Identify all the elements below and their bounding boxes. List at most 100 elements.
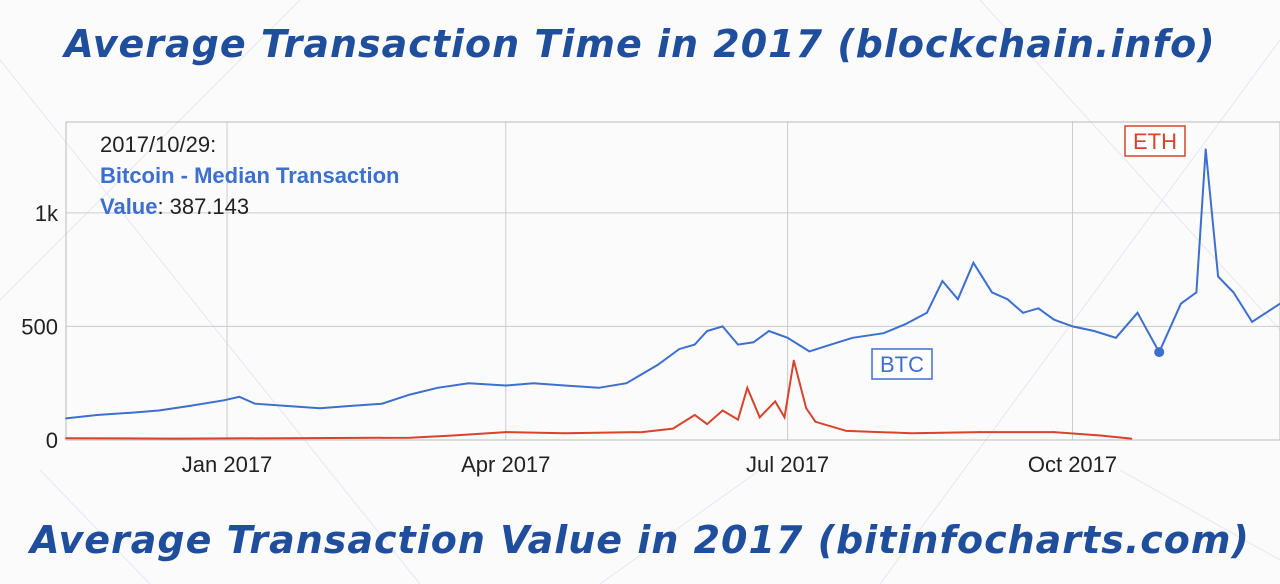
tooltip-date: 2017/10/29: bbox=[100, 132, 216, 157]
data-point-btc bbox=[467, 382, 470, 385]
x-axis: Jan 2017 Apr 2017 Jul 2017 Oct 2017 bbox=[182, 452, 1117, 477]
data-point-btc bbox=[1232, 291, 1235, 294]
data-point-eth bbox=[504, 431, 507, 433]
data-point-eth bbox=[792, 359, 795, 362]
y-axis: 0 500 1k bbox=[21, 201, 59, 453]
tooltip-value: 387.143 bbox=[170, 194, 250, 219]
data-point-eth bbox=[978, 431, 981, 433]
data-point-btc bbox=[1071, 325, 1074, 328]
series-label-eth: ETH bbox=[1124, 125, 1186, 157]
data-point-eth bbox=[805, 407, 808, 410]
series-label-text: ETH bbox=[1133, 129, 1177, 154]
bottom-title: Average Transaction Value in 2017 (bitin… bbox=[30, 518, 1250, 562]
data-point-btc bbox=[625, 382, 628, 385]
data-point-btc bbox=[808, 350, 811, 353]
data-point-btc bbox=[1195, 291, 1198, 294]
data-point-eth bbox=[173, 437, 176, 440]
data-point-btc bbox=[1022, 311, 1024, 314]
data-point-btc bbox=[158, 409, 160, 412]
top-title: Average Transaction Time in 2017 (blockc… bbox=[64, 22, 1216, 66]
data-point-eth bbox=[641, 431, 643, 433]
data-point-btc bbox=[768, 330, 770, 332]
data-point-btc bbox=[1053, 318, 1055, 321]
y-tick-label: 1k bbox=[35, 201, 59, 226]
data-point-eth bbox=[706, 423, 708, 425]
data-point-btc bbox=[223, 399, 225, 402]
data-point-eth bbox=[65, 437, 67, 440]
data-point-btc bbox=[1204, 148, 1207, 151]
data-point-btc bbox=[238, 395, 241, 398]
data-point-btc bbox=[721, 325, 724, 328]
data-point-eth bbox=[563, 432, 566, 435]
series-label-text: BTC bbox=[880, 352, 924, 377]
plot-area bbox=[65, 121, 1280, 441]
data-point-btc bbox=[656, 364, 659, 366]
x-tick-label: Jan 2017 bbox=[182, 452, 273, 477]
data-point-eth bbox=[737, 418, 739, 421]
data-point-btc bbox=[991, 291, 993, 294]
tooltip-separator: : bbox=[157, 194, 163, 219]
data-point-btc bbox=[830, 343, 832, 346]
data-point-btc bbox=[904, 323, 907, 326]
data-point-btc bbox=[957, 298, 959, 301]
data-point-btc bbox=[1006, 298, 1009, 301]
data-point-eth bbox=[774, 400, 777, 403]
data-point-btc bbox=[504, 384, 507, 387]
data-point-btc bbox=[926, 311, 928, 314]
grid-lines bbox=[66, 122, 1280, 440]
y-tick-label: 500 bbox=[21, 314, 58, 339]
y-tick-label: 0 bbox=[46, 428, 58, 453]
x-tick-label: Apr 2017 bbox=[461, 452, 550, 477]
data-point-eth bbox=[910, 432, 913, 435]
x-tick-label: Oct 2017 bbox=[1028, 452, 1117, 477]
data-point-btc bbox=[1251, 320, 1254, 323]
eth-series-line bbox=[65, 360, 1132, 440]
series-label-box bbox=[871, 348, 933, 380]
data-point-eth bbox=[1130, 437, 1133, 440]
data-point-btc bbox=[1179, 302, 1182, 305]
data-point-eth bbox=[693, 414, 696, 416]
chart-tooltip: 2017/10/29: Bitcoin - Median Transaction… bbox=[100, 132, 399, 219]
tooltip-value-line: Value: 387.143 bbox=[100, 194, 249, 219]
data-point-eth bbox=[452, 434, 455, 437]
data-point-btc bbox=[254, 402, 256, 405]
data-point-btc bbox=[408, 393, 411, 396]
data-point-btc bbox=[706, 330, 708, 332]
tooltip-series-label-cont: Value bbox=[100, 194, 157, 219]
data-point-btc bbox=[284, 405, 287, 407]
tooltip-series-label: Bitcoin - Median Transaction bbox=[100, 163, 399, 188]
series-labels: BTC ETH bbox=[871, 125, 1186, 380]
series-label-btc: BTC bbox=[871, 348, 933, 380]
data-point-btc bbox=[597, 386, 600, 389]
data-point-eth bbox=[721, 409, 724, 412]
data-point-eth bbox=[746, 386, 749, 389]
data-point-btc bbox=[1037, 307, 1040, 310]
data-point-btc bbox=[786, 336, 789, 339]
data-point-btc bbox=[972, 261, 975, 264]
data-point-eth bbox=[672, 427, 674, 430]
data-point-btc bbox=[380, 402, 383, 405]
data-point-btc bbox=[350, 405, 352, 407]
data-point-btc bbox=[319, 407, 321, 410]
data-point-btc bbox=[1136, 311, 1139, 314]
data-point-btc bbox=[941, 280, 944, 282]
data-point-eth bbox=[408, 436, 411, 439]
data-point-btc bbox=[1114, 336, 1117, 339]
data-point-btc bbox=[436, 386, 439, 389]
data-point-btc bbox=[65, 417, 67, 420]
data-point-btc bbox=[851, 336, 854, 339]
data-point-btc bbox=[693, 343, 696, 346]
data-point-btc bbox=[188, 405, 191, 407]
data-point-btc bbox=[1217, 275, 1219, 278]
data-point-btc bbox=[532, 382, 535, 385]
data-point-btc bbox=[130, 411, 132, 414]
data-point-eth bbox=[284, 437, 287, 440]
series-label-box bbox=[1124, 125, 1186, 157]
data-point-eth bbox=[1099, 434, 1102, 437]
data-point-btc bbox=[1093, 330, 1096, 332]
data-point-btc bbox=[563, 384, 566, 387]
data-point-eth bbox=[1053, 431, 1055, 433]
data-point-btc bbox=[737, 343, 739, 346]
